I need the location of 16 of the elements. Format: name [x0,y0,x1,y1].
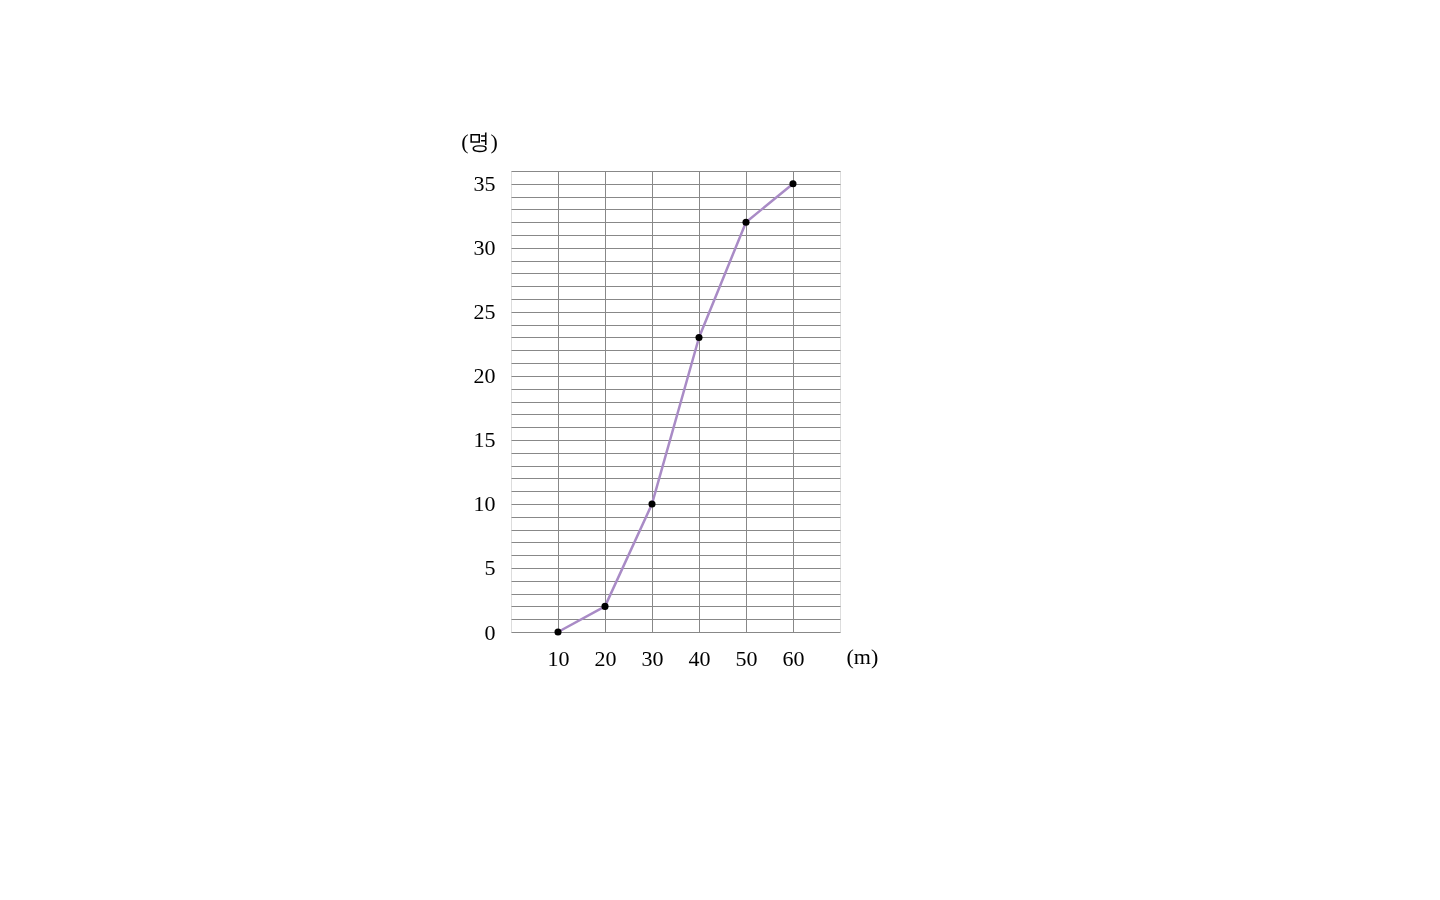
x-tick-label: 10 [547,645,570,671]
y-axis-title: (명) [461,128,498,154]
x-tick-label: 50 [735,645,758,671]
x-tick-label: 20 [594,645,617,671]
y-tick-label: 20 [473,363,496,389]
y-tick-label: 30 [473,235,496,261]
y-tick-label: 15 [473,427,496,453]
x-tick-label: 40 [688,645,711,671]
y-tick-label: 0 [484,619,496,645]
y-tick-label: 5 [484,555,496,581]
y-tick-label: 35 [473,171,496,197]
x-tick-label: 60 [782,645,805,671]
y-tick-label: 10 [473,491,496,517]
y-tick-label: 25 [473,299,496,325]
x-axis-title: (m) [846,643,879,669]
x-tick-label: 30 [641,645,664,671]
